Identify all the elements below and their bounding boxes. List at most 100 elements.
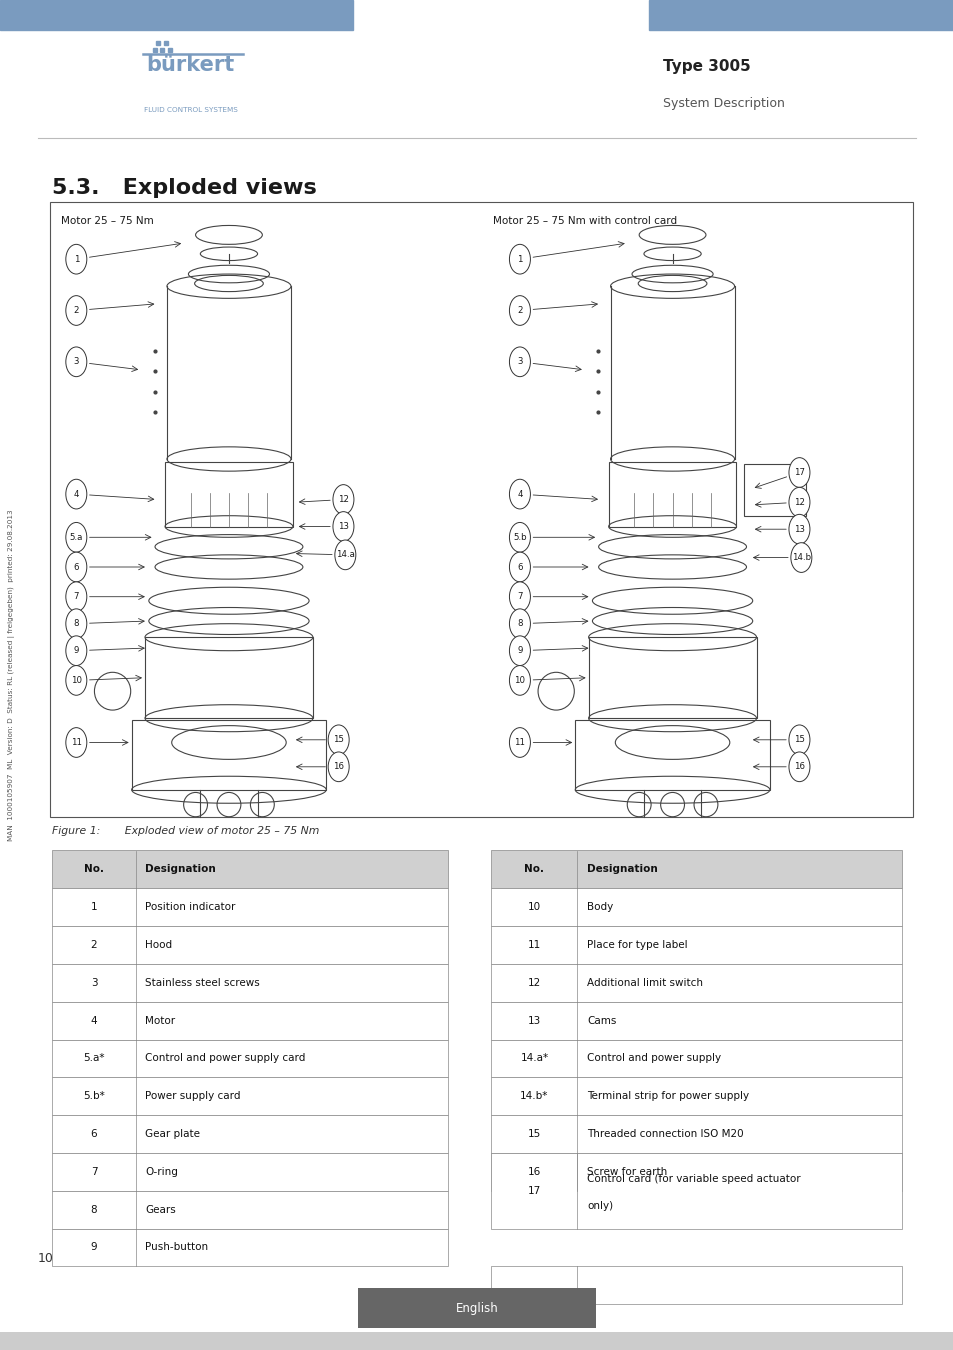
Bar bbox=[491, 888, 901, 926]
Bar bbox=[52, 1115, 448, 1153]
Bar bbox=[648, 0, 953, 30]
Text: 10: 10 bbox=[71, 676, 82, 684]
Text: Terminal strip for power supply: Terminal strip for power supply bbox=[586, 1091, 748, 1102]
Bar bbox=[52, 1077, 448, 1115]
Text: 2: 2 bbox=[73, 306, 79, 315]
Circle shape bbox=[328, 752, 349, 782]
Bar bbox=[491, 1115, 901, 1153]
Text: 16: 16 bbox=[527, 1166, 540, 1177]
Text: 4: 4 bbox=[517, 490, 522, 498]
Text: Body: Body bbox=[586, 902, 613, 913]
Text: Position indicator: Position indicator bbox=[145, 902, 235, 913]
Circle shape bbox=[333, 485, 354, 514]
Text: FLUID CONTROL SYSTEMS: FLUID CONTROL SYSTEMS bbox=[144, 107, 237, 112]
Bar bbox=[132, 720, 326, 790]
Circle shape bbox=[509, 347, 530, 377]
Circle shape bbox=[333, 512, 354, 541]
Text: Place for type label: Place for type label bbox=[586, 940, 687, 950]
Circle shape bbox=[509, 479, 530, 509]
Text: 16: 16 bbox=[793, 763, 804, 771]
Bar bbox=[575, 720, 769, 790]
Text: 5.b: 5.b bbox=[513, 533, 526, 541]
Text: Power supply card: Power supply card bbox=[145, 1091, 240, 1102]
Circle shape bbox=[509, 582, 530, 612]
Circle shape bbox=[788, 458, 809, 487]
Text: 13: 13 bbox=[337, 522, 349, 531]
Circle shape bbox=[66, 347, 87, 377]
Text: 7: 7 bbox=[517, 593, 522, 601]
Text: 14.b*: 14.b* bbox=[519, 1091, 548, 1102]
Circle shape bbox=[788, 487, 809, 517]
Text: 11: 11 bbox=[514, 738, 525, 747]
Text: 11: 11 bbox=[71, 738, 82, 747]
Circle shape bbox=[788, 725, 809, 755]
Text: 8: 8 bbox=[91, 1204, 97, 1215]
Text: Control card (for variable speed actuator: Control card (for variable speed actuato… bbox=[586, 1174, 800, 1184]
Text: 3: 3 bbox=[73, 358, 79, 366]
Text: 15: 15 bbox=[793, 736, 804, 744]
Bar bbox=[491, 1266, 901, 1304]
Text: 13: 13 bbox=[527, 1015, 540, 1026]
Text: only): only) bbox=[586, 1200, 613, 1211]
Circle shape bbox=[66, 552, 87, 582]
Text: Hood: Hood bbox=[145, 940, 172, 950]
Text: 14.a: 14.a bbox=[335, 551, 355, 559]
Circle shape bbox=[66, 522, 87, 552]
Circle shape bbox=[509, 666, 530, 695]
Bar bbox=[608, 462, 736, 526]
Circle shape bbox=[335, 540, 355, 570]
Circle shape bbox=[509, 636, 530, 666]
Circle shape bbox=[509, 552, 530, 582]
Bar bbox=[491, 1153, 901, 1228]
Text: Threaded connection ISO M20: Threaded connection ISO M20 bbox=[586, 1129, 742, 1139]
Text: Figure 1:       Exploded view of motor 25 – 75 Nm: Figure 1: Exploded view of motor 25 – 75… bbox=[52, 826, 319, 836]
Text: 17: 17 bbox=[527, 1185, 540, 1196]
Text: MAN  1000105907  ML  Version: D  Status: RL (released | freigegeben)  printed: 2: MAN 1000105907 ML Version: D Status: RL … bbox=[8, 509, 15, 841]
Bar bbox=[52, 888, 448, 926]
Circle shape bbox=[66, 296, 87, 325]
Text: 12: 12 bbox=[793, 498, 804, 506]
Bar bbox=[52, 1228, 448, 1266]
Bar bbox=[491, 926, 901, 964]
Text: O-ring: O-ring bbox=[145, 1166, 178, 1177]
Text: 3: 3 bbox=[517, 358, 522, 366]
Text: 10: 10 bbox=[527, 902, 540, 913]
Text: 11: 11 bbox=[527, 940, 540, 950]
Circle shape bbox=[509, 296, 530, 325]
Text: 12: 12 bbox=[337, 495, 349, 504]
Text: Motor 25 – 75 Nm with control card: Motor 25 – 75 Nm with control card bbox=[492, 216, 677, 225]
Text: bürkert: bürkert bbox=[147, 55, 234, 76]
Text: Motor: Motor bbox=[145, 1015, 175, 1026]
Bar bbox=[491, 1040, 901, 1077]
Text: Push-button: Push-button bbox=[145, 1242, 208, 1253]
Text: English: English bbox=[456, 1301, 497, 1315]
Bar bbox=[0, 1332, 953, 1350]
Circle shape bbox=[788, 514, 809, 544]
Text: 1: 1 bbox=[91, 902, 97, 913]
Text: Gear plate: Gear plate bbox=[145, 1129, 200, 1139]
Text: 7: 7 bbox=[91, 1166, 97, 1177]
Circle shape bbox=[66, 582, 87, 612]
Bar bbox=[52, 1191, 448, 1228]
Text: 5.a*: 5.a* bbox=[83, 1053, 105, 1064]
Text: 5.a: 5.a bbox=[70, 533, 83, 541]
Text: 10: 10 bbox=[514, 676, 525, 684]
Bar bbox=[491, 964, 901, 1002]
Text: Motor 25 – 75 Nm: Motor 25 – 75 Nm bbox=[61, 216, 153, 225]
Bar bbox=[588, 637, 756, 718]
Circle shape bbox=[509, 522, 530, 552]
Text: System Description: System Description bbox=[662, 97, 784, 111]
Text: 1: 1 bbox=[73, 255, 79, 263]
Text: 14.b: 14.b bbox=[791, 554, 810, 562]
Text: 2: 2 bbox=[517, 306, 522, 315]
Text: 3: 3 bbox=[91, 977, 97, 988]
Circle shape bbox=[66, 244, 87, 274]
Text: 17: 17 bbox=[793, 468, 804, 477]
Bar bbox=[743, 464, 805, 516]
Text: 5.b*: 5.b* bbox=[83, 1091, 105, 1102]
Text: 6: 6 bbox=[73, 563, 79, 571]
Text: No.: No. bbox=[524, 864, 544, 875]
Bar bbox=[491, 850, 901, 888]
Bar bbox=[0, 0, 353, 30]
Text: Gears: Gears bbox=[145, 1204, 175, 1215]
